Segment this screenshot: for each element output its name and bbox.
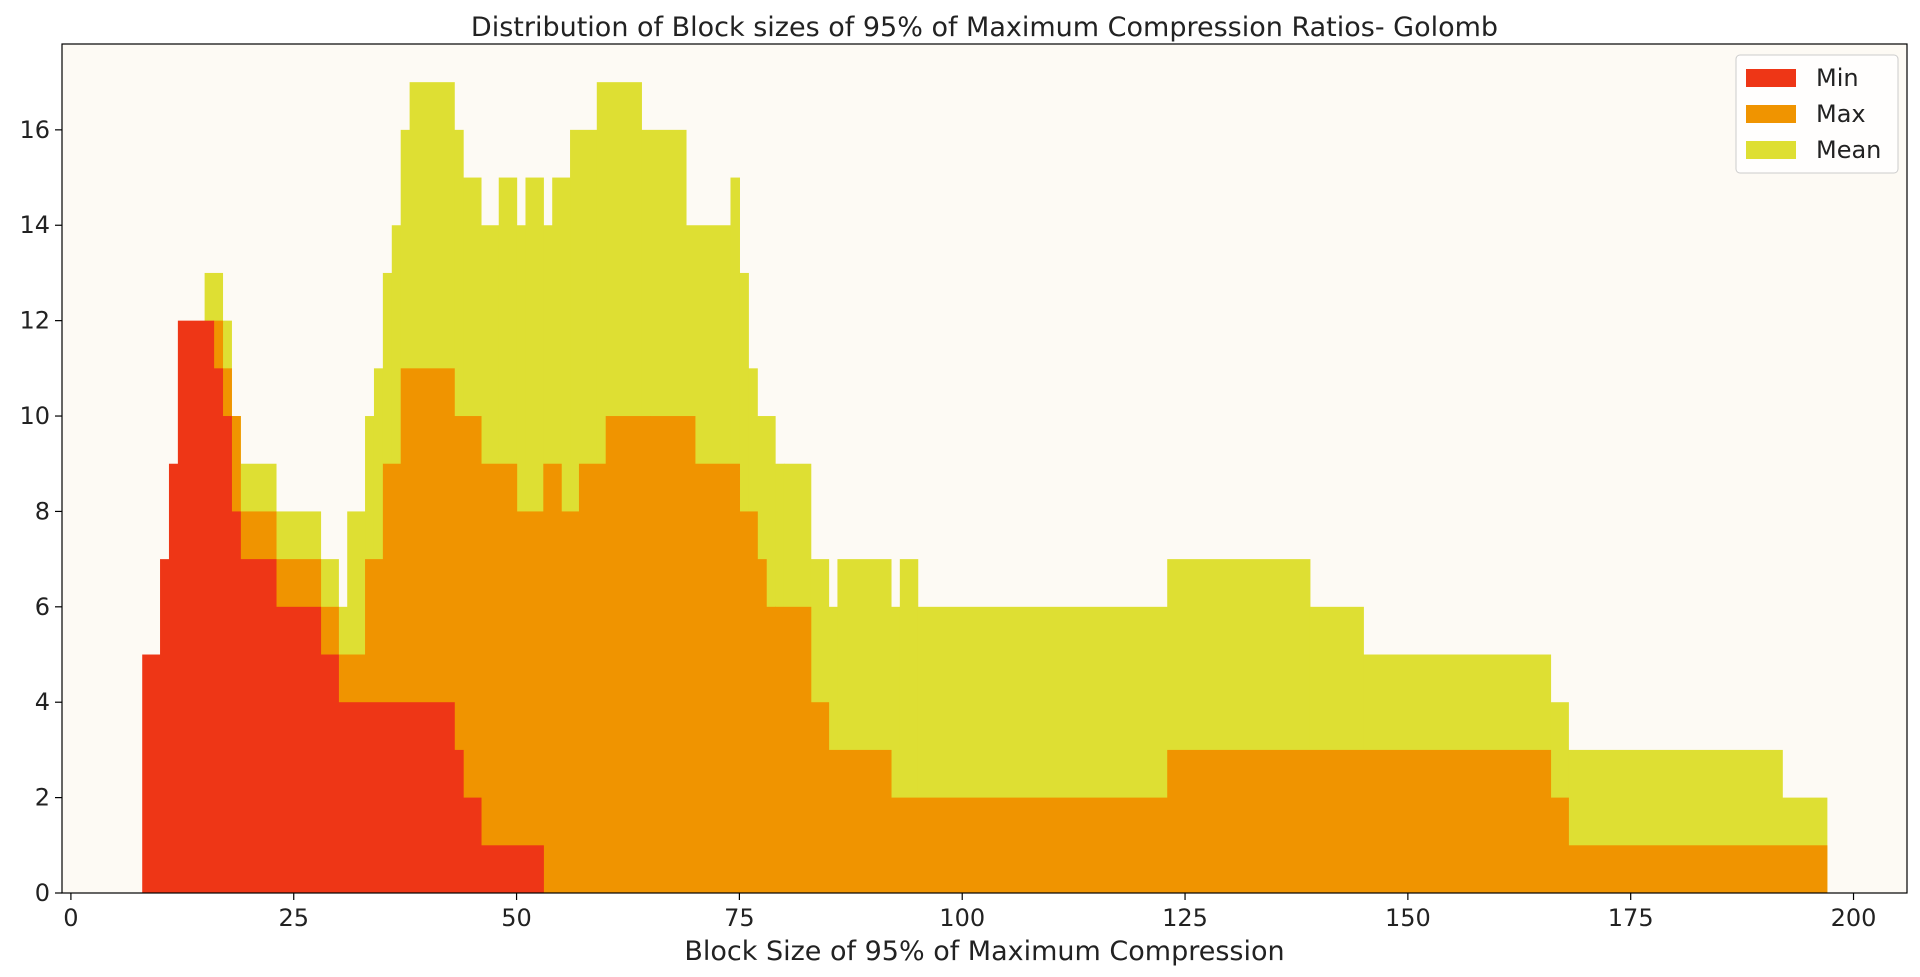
legend-swatch-mean	[1746, 141, 1796, 159]
bar-min-3	[177, 320, 215, 893]
legend: Min Max Mean	[1735, 54, 1899, 174]
bar-max-26	[1167, 749, 1552, 893]
legend-label-max: Max	[1816, 100, 1866, 128]
x-tick-label: 75	[724, 904, 755, 932]
bar-mean-35	[890, 606, 901, 893]
bar-max-21	[766, 606, 776, 893]
bar-max-18	[694, 463, 740, 893]
bar-max-12	[516, 511, 544, 893]
y-tick-label: 8	[35, 497, 50, 525]
bar-max-28	[1568, 845, 1828, 893]
bar-min-8	[275, 606, 322, 893]
y-tick-label: 14	[19, 211, 50, 239]
y-tick-label: 2	[35, 784, 50, 812]
bar-min-0	[142, 654, 161, 893]
chart-title: Distribution of Block sizes of 95% of Ma…	[471, 12, 1498, 43]
bar-max-20	[757, 559, 767, 893]
x-tick-label: 50	[501, 904, 532, 932]
bar-min-1	[160, 559, 170, 893]
x-tick-label: 200	[1831, 904, 1877, 932]
x-tick-label: 175	[1608, 904, 1654, 932]
legend-label-min: Min	[1816, 64, 1859, 92]
series-min	[142, 320, 544, 894]
bar-max-27	[1550, 797, 1569, 893]
bar-min-6	[231, 511, 241, 893]
bar-max-24	[828, 749, 892, 893]
y-tick-label: 16	[19, 116, 50, 144]
bar-min-5	[222, 416, 232, 893]
bar-max-17	[650, 416, 696, 893]
bar-min-7	[240, 559, 277, 893]
ticks-layer: 0 25 50 75 100 125 150 175 200 0 2 4 6 8 10 12 14 16	[19, 116, 1876, 932]
y-tick-label: 0	[35, 879, 50, 907]
legend-label-mean: Mean	[1816, 136, 1881, 164]
plot-frame	[61, 43, 1908, 894]
bar-max-13	[543, 463, 562, 893]
bar-min-9	[320, 654, 339, 893]
y-tick-label: 10	[19, 402, 50, 430]
x-tick-label: 25	[278, 904, 309, 932]
x-tick-label: 125	[1162, 904, 1208, 932]
bar-min-11	[454, 749, 464, 893]
y-tick-label: 4	[35, 688, 50, 716]
bar-max-19	[739, 511, 758, 893]
bar-max-15	[578, 463, 607, 893]
legend-swatch-min	[1746, 69, 1796, 87]
bar-max-11	[480, 463, 518, 893]
bar-min-13	[480, 845, 544, 893]
bars-layer	[142, 82, 1828, 894]
bar-min-12	[463, 797, 482, 893]
x-axis-title: Block Size of 95% of Maximum Compression	[684, 936, 1284, 967]
x-tick-label: 100	[939, 904, 985, 932]
x-tick-label: 0	[63, 904, 78, 932]
bar-min-4	[213, 368, 224, 894]
x-tick-label: 150	[1385, 904, 1431, 932]
bar-max-14	[561, 511, 580, 893]
legend-swatch-max	[1746, 105, 1796, 123]
bar-min-2	[168, 463, 179, 893]
bar-max-16	[605, 416, 651, 893]
bar-max-25	[890, 797, 1168, 893]
bar-min-10	[338, 702, 455, 893]
y-tick-label: 12	[19, 307, 50, 335]
bar-max-22	[775, 606, 812, 893]
y-tick-label: 6	[35, 593, 50, 621]
bar-max-23	[810, 702, 830, 893]
